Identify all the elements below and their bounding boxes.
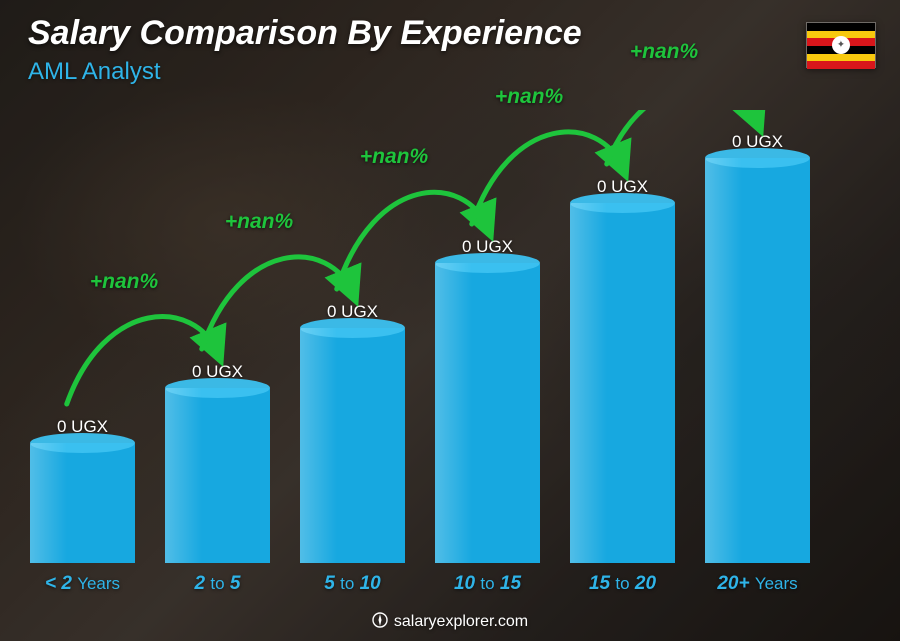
bar-shine (705, 158, 742, 563)
chart-area: 0 UGX< 2 Years 0 UGX2 to 5 0 UGX5 to 10 0 U… (30, 110, 850, 563)
bar-wrap: 0 UGX20+ Years (705, 132, 810, 563)
x-axis-label: < 2 Years (45, 573, 120, 595)
bar-wrap: 0 UGX2 to 5 (165, 362, 270, 563)
bar-shine (570, 203, 607, 563)
flag-crane-icon: ✦ (837, 40, 845, 51)
growth-arc-label: +nan% (225, 210, 293, 234)
chart-title: Salary Comparison By Experience (28, 14, 582, 53)
bar (300, 328, 405, 563)
growth-arc-label: +nan% (90, 270, 158, 294)
bar (435, 263, 540, 563)
x-axis-label: 2 to 5 (195, 573, 241, 595)
bar-wrap: 0 UGX5 to 10 (300, 302, 405, 563)
bar (165, 388, 270, 563)
x-axis-label: 15 to 20 (589, 573, 656, 595)
bar-wrap: 0 UGX< 2 Years (30, 417, 135, 563)
bar-wrap: 0 UGX10 to 15 (435, 237, 540, 563)
bar (570, 203, 675, 563)
bar-wrap: 0 UGX15 to 20 (570, 177, 675, 563)
bar-shine (300, 328, 337, 563)
growth-arc-label: +nan% (495, 85, 563, 109)
bar-shine (165, 388, 202, 563)
flag-stripe (807, 61, 875, 69)
bar-shine (30, 443, 67, 563)
footer-text: salaryexplorer.com (394, 613, 528, 630)
chart-subtitle: AML Analyst (28, 58, 161, 86)
growth-arc-label: +nan% (360, 145, 428, 169)
infographic-canvas: Salary Comparison By Experience AML Anal… (0, 0, 900, 641)
compass-icon (372, 612, 388, 628)
x-axis-label: 10 to 15 (454, 573, 521, 595)
flag-stripe (807, 54, 875, 62)
x-axis-label: 20+ Years (717, 573, 797, 595)
bar (30, 443, 135, 563)
growth-arc-label: +nan% (630, 40, 698, 64)
footer-attribution: salaryexplorer.com (0, 612, 900, 631)
bar-shine (435, 263, 472, 563)
bar (705, 158, 810, 563)
x-axis-label: 5 to 10 (324, 573, 380, 595)
flag-stripe (807, 23, 875, 31)
country-flag-uganda: ✦ (806, 22, 876, 68)
